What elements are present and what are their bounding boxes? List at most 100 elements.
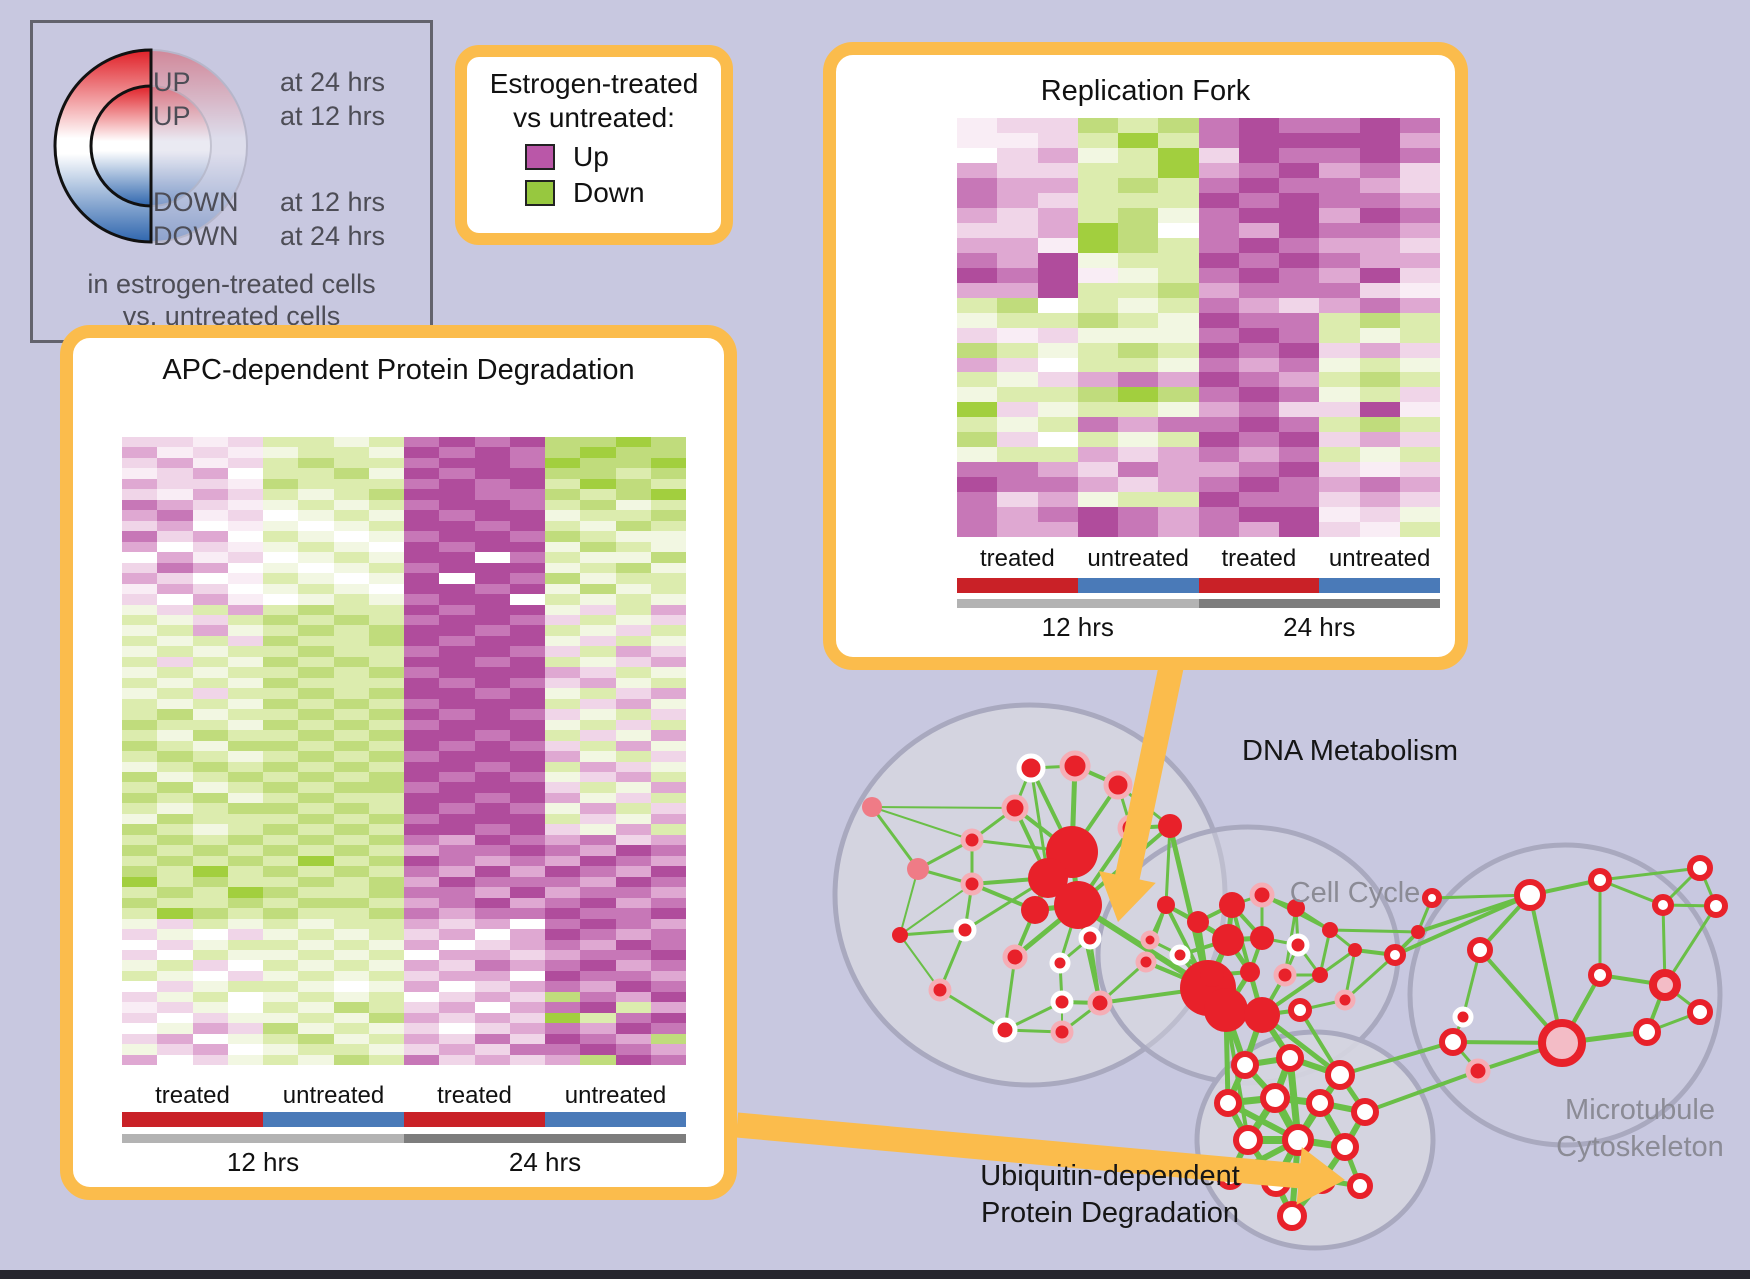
- gene-node-rr: [1214, 1089, 1242, 1117]
- network-edge: [1338, 1040, 1455, 1077]
- heatmap-cell: [439, 918, 475, 930]
- heatmap-cell: [227, 677, 263, 689]
- heatmap-cell: [1279, 282, 1320, 298]
- network-edge: [1271, 1054, 1294, 1102]
- legend-up-12-word: UP: [153, 101, 191, 131]
- condition-color-bar: [122, 1112, 263, 1127]
- heatmap-cell: [227, 667, 263, 678]
- heatmap-cell: [192, 845, 228, 856]
- network-edge: [916, 867, 974, 886]
- heatmap-cell: [368, 824, 404, 835]
- heatmap-cell: [122, 970, 158, 982]
- network-edge: [1032, 875, 1051, 913]
- heatmap-cell: [1319, 207, 1360, 223]
- heatmap-cell: [263, 772, 299, 783]
- heatmap-cell: [1037, 417, 1078, 433]
- heatmap-cell: [509, 991, 545, 1003]
- heatmap-cell: [1158, 132, 1199, 148]
- heatmap-cell: [157, 981, 193, 992]
- heatmap-cell: [1319, 132, 1360, 148]
- network-edge: [1273, 1177, 1325, 1185]
- heatmap-cell: [1279, 417, 1320, 433]
- heatmap-cell: [509, 803, 545, 814]
- heatmap-cell: [368, 457, 404, 469]
- heatmap-row: [957, 477, 1440, 493]
- heatmap-cell: [650, 939, 686, 950]
- heatmap-cell: [545, 813, 581, 825]
- heatmap-cell: [192, 541, 228, 553]
- network-edge: [1076, 826, 1133, 907]
- network-edge: [1075, 902, 1211, 991]
- heatmap-cell: [509, 709, 545, 720]
- heatmap-cell: [1118, 192, 1159, 208]
- heatmap-cell: [650, 531, 686, 542]
- heatmap-cell: [157, 604, 193, 615]
- network-edge: [1476, 1041, 1564, 1073]
- condition-color-bar: [545, 1112, 686, 1127]
- heatmap-cell: [227, 929, 263, 940]
- heatmap-cell: [957, 462, 998, 478]
- heatmap-cell: [368, 740, 404, 752]
- heatmap-cell: [439, 751, 475, 762]
- heatmap-cell: [957, 312, 998, 328]
- heatmap-cell: [997, 222, 1038, 238]
- legend-down-24-word: DOWN: [153, 221, 239, 251]
- heatmap-cell: [509, 761, 545, 772]
- time-group-label: 24 hrs: [508, 1147, 582, 1177]
- heatmap-cell: [509, 698, 545, 710]
- heatmap-cell: [227, 635, 263, 647]
- network-edge: [1698, 866, 1718, 908]
- heatmap-cell: [615, 970, 651, 982]
- heatmap-cell: [997, 522, 1038, 538]
- heatmap-cell: [615, 813, 651, 825]
- heatmap-cell: [474, 562, 510, 574]
- heatmap-cell: [615, 457, 651, 469]
- heatmap-cell: [580, 761, 616, 772]
- heatmap-cell: [474, 468, 510, 479]
- heatmap-cell: [192, 625, 228, 636]
- heatmap-cell: [474, 437, 510, 448]
- heatmap-cell: [368, 730, 404, 741]
- network-edge: [1645, 1010, 1702, 1034]
- heatmap-cell: [368, 688, 404, 699]
- heatmap-cell: [650, 552, 686, 563]
- heatmap-cell: [1319, 522, 1360, 538]
- heatmap-cell: [474, 970, 510, 982]
- heatmap-cell: [439, 824, 475, 835]
- heatmap-cell: [157, 1002, 193, 1013]
- heatmap-cell: [545, 614, 581, 626]
- heatmap-cell: [997, 297, 1038, 313]
- heatmap-cell: [333, 499, 369, 511]
- heatmap-cell: [580, 908, 616, 919]
- heatmap-cell: [404, 531, 440, 542]
- rf-time-labels: 12 hrs 24 hrs: [957, 612, 1440, 642]
- heatmap-cell: [997, 432, 1038, 448]
- heatmap-cell: [227, 1033, 263, 1045]
- heatmap-cell: [404, 897, 440, 909]
- condition-color-bar: [1198, 578, 1320, 593]
- time-group-bar: [957, 599, 1199, 608]
- heatmap-row: [957, 342, 1440, 358]
- heatmap-row: [122, 499, 686, 511]
- heatmap-cell: [1238, 177, 1279, 193]
- heatmap-cell: [368, 478, 404, 490]
- network-edge: [1598, 973, 1667, 987]
- heatmap-cell: [1198, 372, 1239, 388]
- network-edge: [1012, 902, 1081, 960]
- network-edge: [1209, 972, 1229, 1013]
- heatmap-cell: [298, 656, 334, 668]
- heatmap-cell: [333, 834, 369, 846]
- heatmap-cell: [263, 573, 299, 584]
- heatmap-cell: [404, 709, 440, 720]
- heatmap-cell: [474, 876, 510, 888]
- heatmap-cell: [122, 876, 158, 888]
- heatmap-cell: [545, 908, 581, 919]
- heatmap-cell: [1238, 492, 1279, 508]
- heatmap-cell: [580, 740, 616, 752]
- heatmap-cell: [157, 552, 193, 563]
- heatmap-cell: [298, 855, 334, 867]
- heatmap-cell: [333, 457, 369, 469]
- heatmap-cell: [1319, 327, 1360, 343]
- heatmap-cell: [298, 939, 334, 950]
- heatmap-cell: [157, 845, 193, 856]
